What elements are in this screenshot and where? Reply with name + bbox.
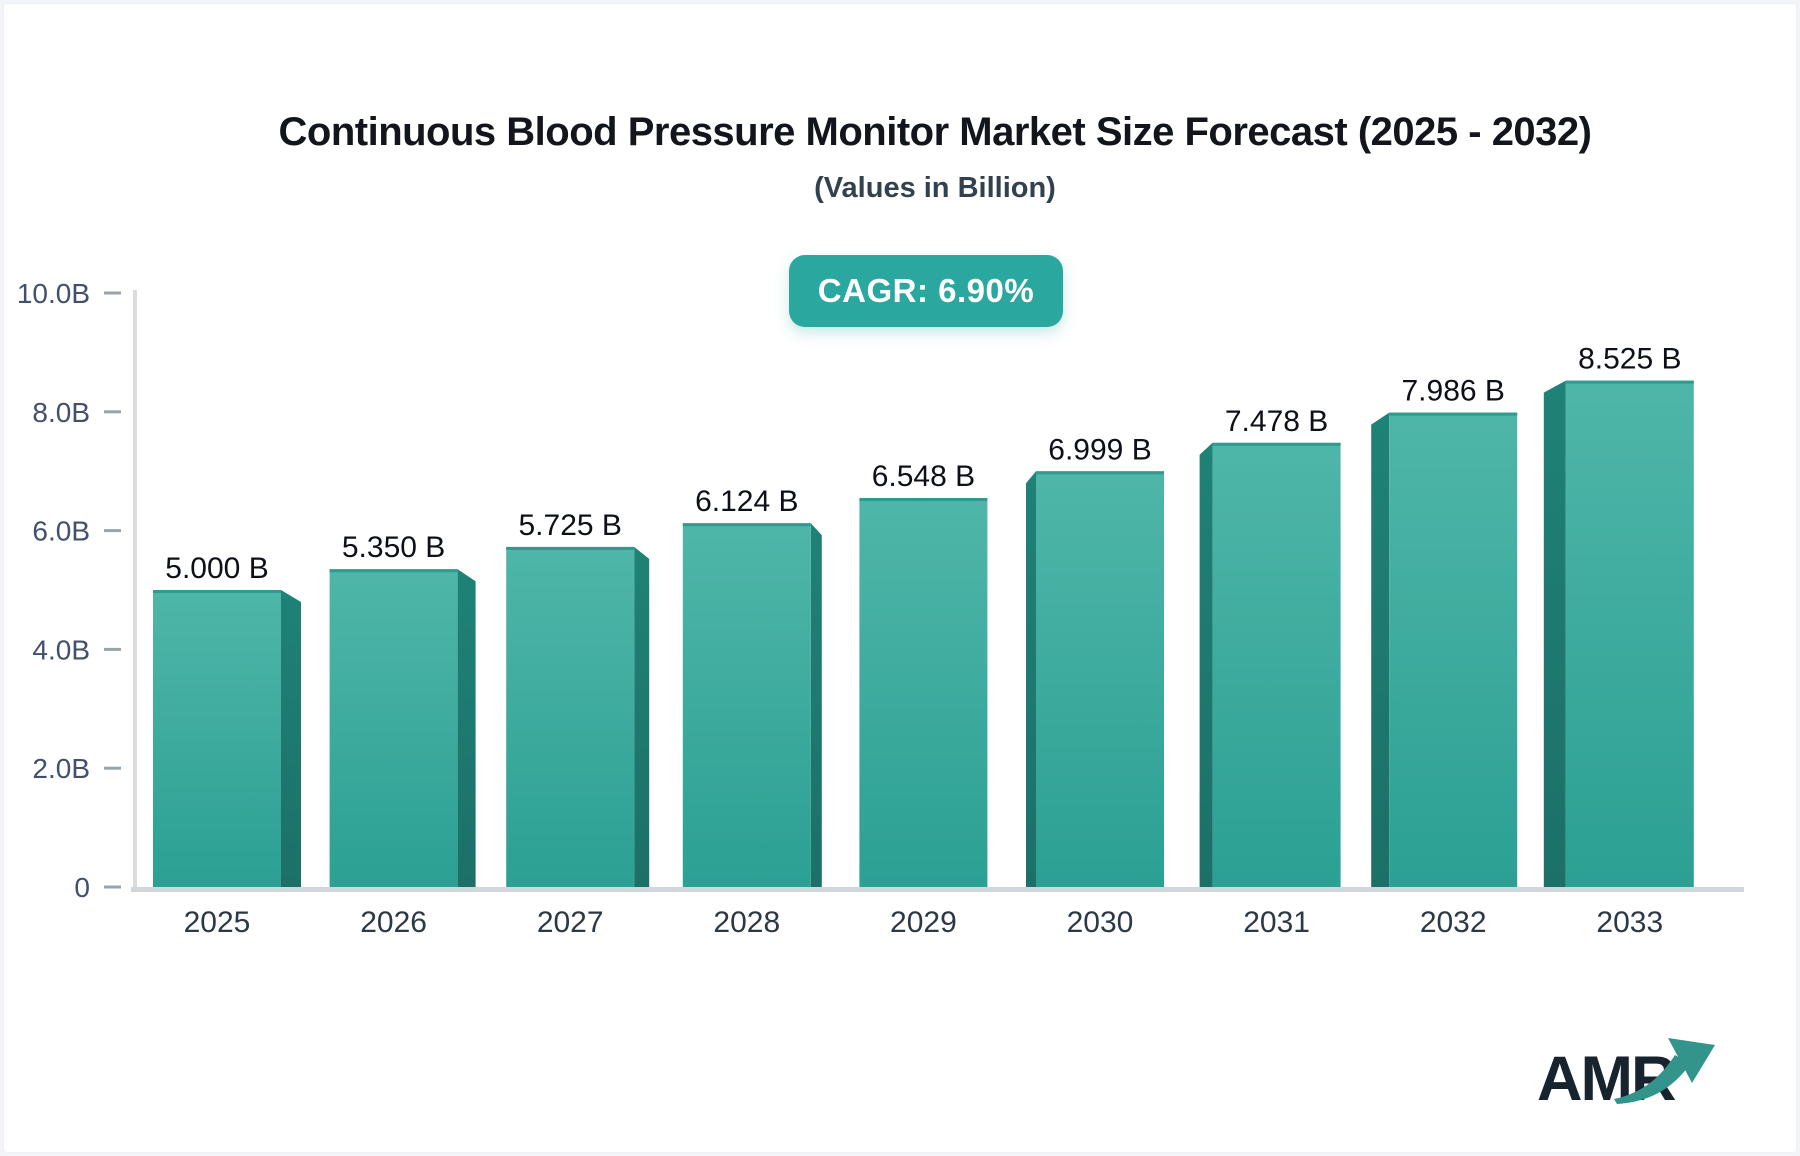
bar-top-edge	[1036, 471, 1164, 475]
bar-front-face	[1389, 412, 1518, 887]
bar-group-2029: 6.548 B 2029	[859, 460, 988, 939]
x-category-label: 2030	[1067, 906, 1134, 939]
y-tick-label: 8.0B	[32, 397, 90, 428]
y-tick-label: 0	[74, 872, 90, 903]
bar-front-face	[153, 590, 281, 887]
chart-card: Continuous Blood Pressure Monitor Market…	[3, 3, 1797, 1153]
y-tick-dash	[104, 766, 121, 770]
x-category-label: 2032	[1420, 906, 1487, 939]
bar-top-edge	[1565, 380, 1694, 384]
y-tick-dash	[104, 291, 121, 295]
amr-logo-text: AMR	[1537, 1044, 1676, 1114]
bar-side-face	[634, 546, 650, 887]
bar-front-face	[859, 498, 988, 887]
y-tick-dash	[104, 647, 121, 651]
bar-value-label: 6.124 B	[695, 485, 798, 518]
y-tick-dash	[104, 410, 121, 414]
bar-top-edge	[859, 498, 988, 502]
y-tick-label: 6.0B	[32, 516, 90, 547]
cagr-badge-label: CAGR: 6.90%	[817, 272, 1035, 309]
bar-group-2032: 7.986 B 2032	[1371, 375, 1518, 939]
bar-group-2026: 5.350 B 2026	[329, 531, 476, 939]
x-category-label: 2028	[713, 906, 780, 939]
y-axis-line	[133, 290, 137, 891]
bar-value-label: 6.999 B	[1048, 433, 1151, 466]
x-category-label: 2027	[537, 906, 604, 939]
bar-side-face	[810, 523, 822, 887]
y-tick-label: 2.0B	[32, 753, 90, 784]
y-tick-label: 4.0B	[32, 634, 90, 665]
bar-top-edge	[682, 523, 811, 527]
bar-front-face	[1565, 380, 1694, 887]
bar-front-face	[682, 523, 811, 887]
bar-side-face	[1026, 471, 1036, 887]
amr-logo-arrow-swoosh	[1614, 1055, 1690, 1104]
bar-value-label: 8.525 B	[1578, 343, 1681, 376]
bar-front-face	[1036, 471, 1164, 887]
bar-group-2028: 6.124 B 2028	[682, 485, 822, 939]
y-tick-dash	[104, 885, 121, 889]
bar-group-2031: 7.478 B 2031	[1199, 405, 1341, 939]
bar-value-label: 7.478 B	[1225, 405, 1328, 438]
bar-top-edge	[1212, 442, 1341, 446]
bar-value-label: 6.548 B	[872, 460, 975, 493]
bar-top-edge	[329, 569, 458, 573]
amr-logo: AMR	[1537, 1038, 1715, 1114]
x-axis-baseline	[131, 887, 1744, 892]
bar-value-label: 5.000 B	[165, 552, 268, 585]
amr-logo-arrowhead-icon	[1668, 1038, 1715, 1083]
bar-side-face	[281, 590, 301, 887]
bar-group-2030: 6.999 B 2030	[1026, 433, 1164, 939]
cagr-badge: CAGR: 6.90%	[789, 255, 1063, 327]
bar-group-2025: 5.000 B 2025	[153, 552, 301, 939]
bar-value-label: 5.725 B	[518, 509, 621, 542]
x-category-label: 2033	[1596, 906, 1663, 939]
bar-value-label: 7.986 B	[1401, 375, 1504, 408]
bar-group-2033: 8.525 B 2033	[1543, 343, 1694, 939]
bar-value-label: 5.350 B	[342, 531, 445, 564]
bar-top-edge	[153, 590, 281, 593]
bar-front-face	[506, 546, 635, 887]
bar-front-face	[1212, 442, 1341, 887]
bar-top-edge	[506, 546, 635, 550]
x-category-label: 2025	[184, 906, 251, 939]
y-tick-label: 10.0B	[17, 278, 90, 309]
bar-side-face	[1543, 380, 1566, 887]
x-category-label: 2031	[1243, 906, 1310, 939]
bar-top-edge	[1389, 412, 1518, 416]
bar-front-face	[329, 569, 458, 887]
chart-title: Continuous Blood Pressure Monitor Market…	[278, 110, 1593, 154]
bar-group-2027: 5.725 B 2027	[506, 509, 650, 939]
bar-side-face	[457, 569, 476, 887]
y-tick-dash	[104, 529, 121, 533]
bar-side-face	[1199, 442, 1213, 887]
x-category-label: 2026	[360, 906, 427, 939]
x-category-label: 2029	[890, 906, 957, 939]
bar-side-face	[1371, 412, 1390, 887]
chart-subtitle: (Values in Billion)	[814, 172, 1056, 204]
market-size-bar-chart: 0 2.0B 4.0B 6.0B 8.0B 10.0B 5.000 B 2025 5.350 B…	[17, 278, 1744, 939]
